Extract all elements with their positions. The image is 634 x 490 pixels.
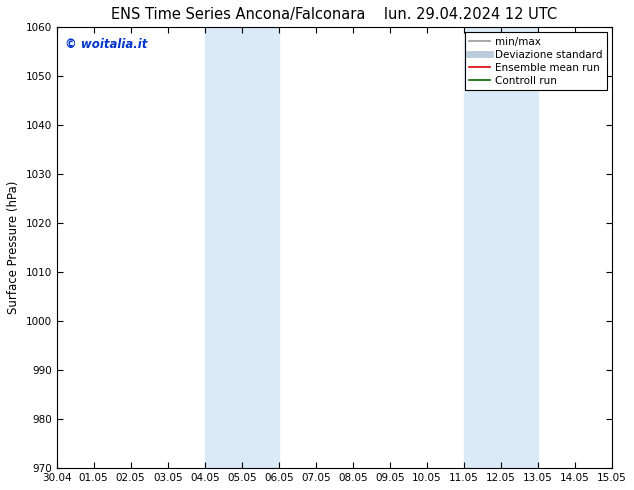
Title: ENS Time Series Ancona/Falconara    lun. 29.04.2024 12 UTC: ENS Time Series Ancona/Falconara lun. 29… bbox=[112, 7, 557, 22]
Bar bbox=[205, 27, 279, 468]
Y-axis label: Surface Pressure (hPa): Surface Pressure (hPa) bbox=[7, 181, 20, 315]
Text: © woitalia.it: © woitalia.it bbox=[65, 38, 147, 51]
Bar bbox=[464, 27, 538, 468]
Legend: min/max, Deviazione standard, Ensemble mean run, Controll run: min/max, Deviazione standard, Ensemble m… bbox=[465, 32, 607, 90]
